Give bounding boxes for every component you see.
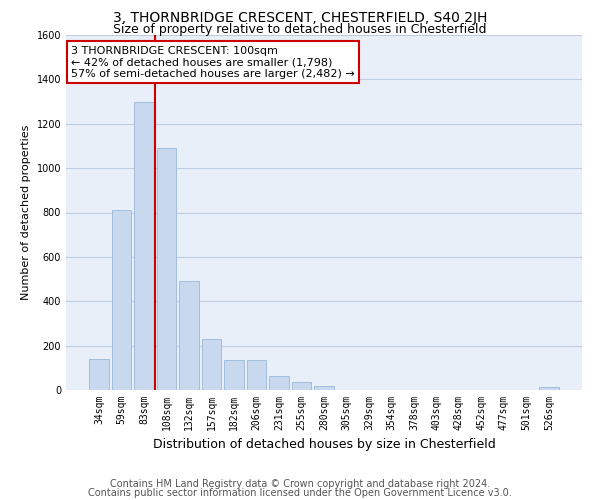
Bar [157,148,176,390]
Text: Contains public sector information licensed under the Open Government Licence v3: Contains public sector information licen… [88,488,512,498]
Bar [292,382,311,390]
Bar [134,102,154,390]
Bar [314,386,334,390]
Bar [112,210,131,390]
Bar [89,359,109,390]
Bar [247,360,266,390]
Text: 3, THORNBRIDGE CRESCENT, CHESTERFIELD, S40 2JH: 3, THORNBRIDGE CRESCENT, CHESTERFIELD, S… [113,11,487,25]
Text: Contains HM Land Registry data © Crown copyright and database right 2024.: Contains HM Land Registry data © Crown c… [110,479,490,489]
Bar [269,376,289,390]
Bar [179,282,199,390]
Bar [224,360,244,390]
Text: 3 THORNBRIDGE CRESCENT: 100sqm
← 42% of detached houses are smaller (1,798)
57% : 3 THORNBRIDGE CRESCENT: 100sqm ← 42% of … [71,46,355,79]
Bar [539,386,559,390]
X-axis label: Distribution of detached houses by size in Chesterfield: Distribution of detached houses by size … [152,438,496,452]
Y-axis label: Number of detached properties: Number of detached properties [21,125,31,300]
Text: Size of property relative to detached houses in Chesterfield: Size of property relative to detached ho… [113,22,487,36]
Bar [202,339,221,390]
